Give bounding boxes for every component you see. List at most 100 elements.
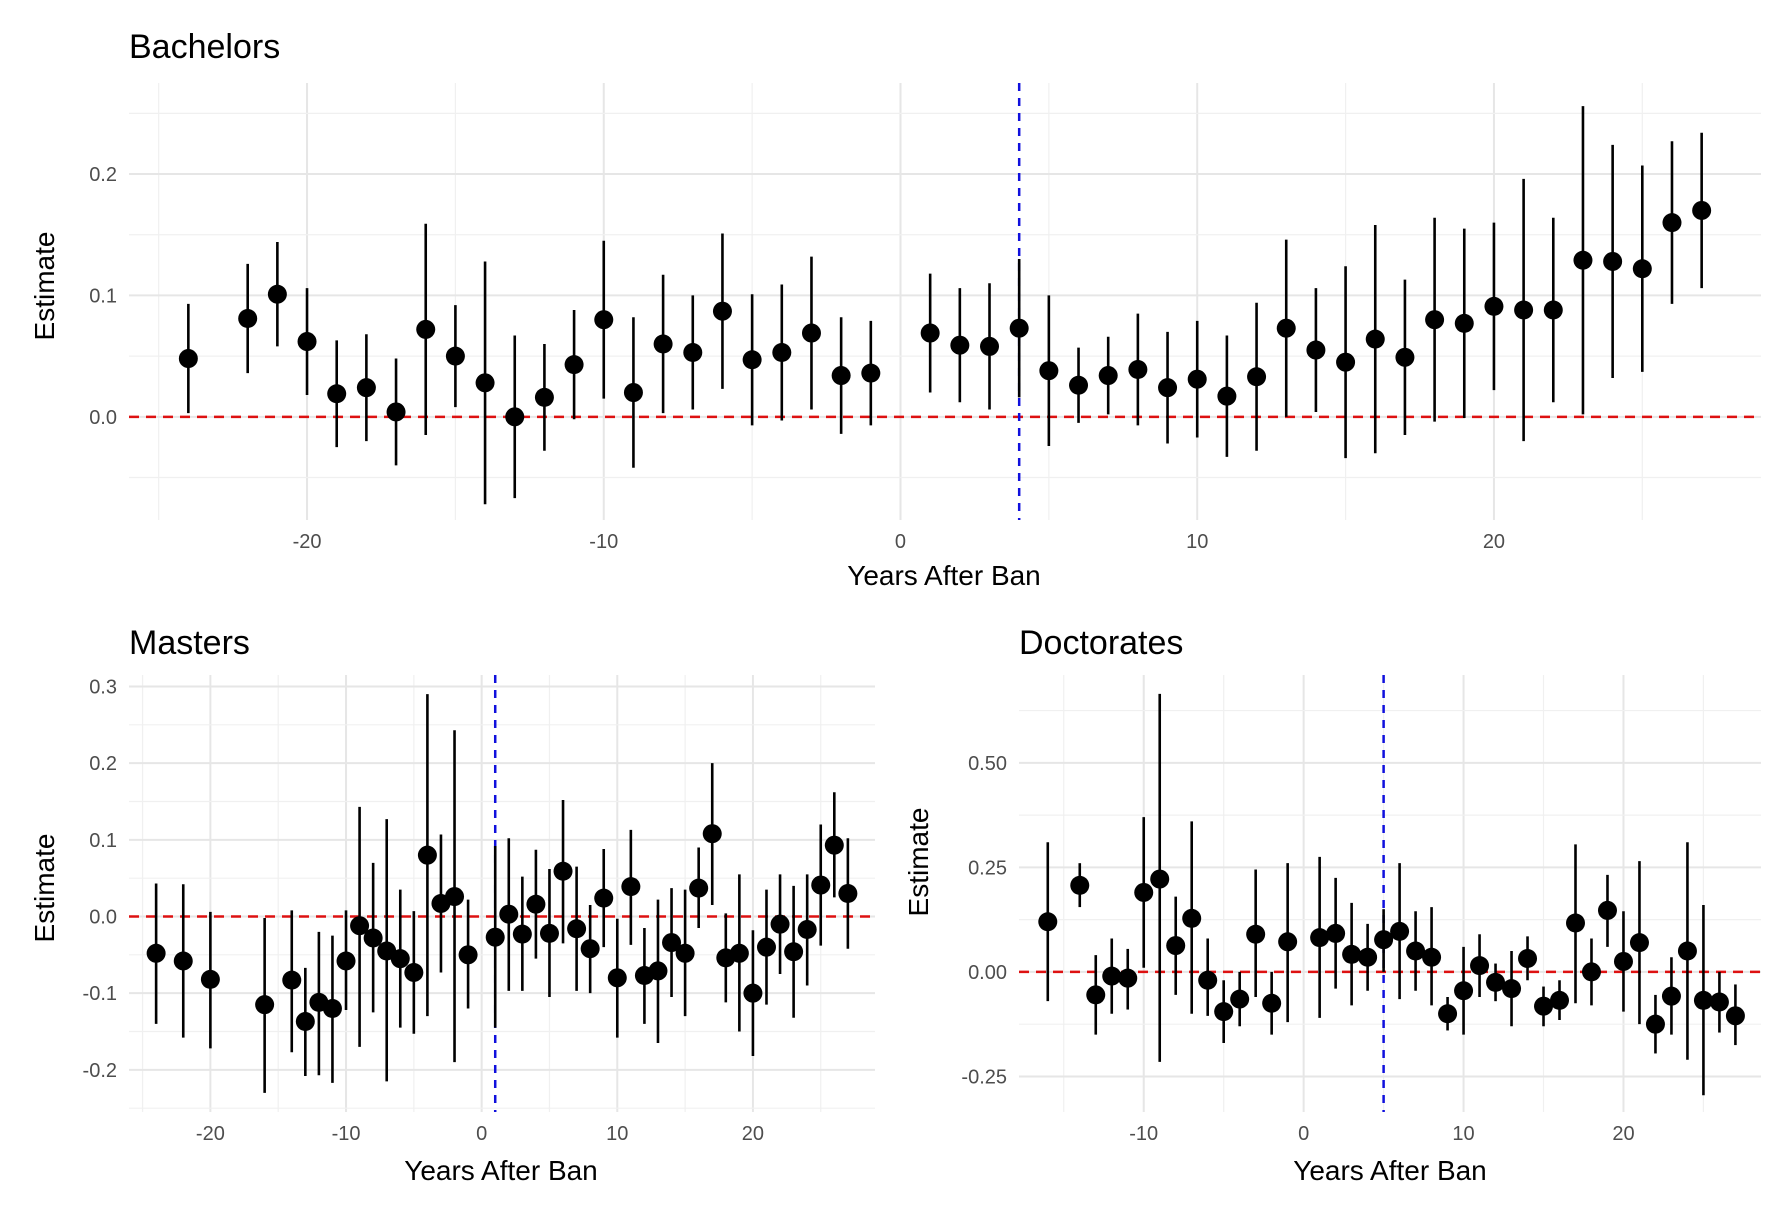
point-marker <box>1230 989 1250 1009</box>
point-marker <box>1069 375 1089 395</box>
point-marker <box>322 999 342 1018</box>
estimate-point <box>1246 869 1266 997</box>
point-marker <box>1709 992 1729 1012</box>
estimate-point <box>1438 997 1458 1031</box>
x-tick-label: 0 <box>895 531 906 553</box>
estimate-point <box>729 874 749 1032</box>
estimate-point <box>1134 817 1154 968</box>
doctorates-panel: Doctorates -10 0 10 20 -0.25 0.00 0.25 0.50 Ye… <box>903 624 1761 1186</box>
estimate-point <box>1336 266 1356 459</box>
point-marker <box>1128 359 1148 379</box>
point-marker <box>1597 900 1617 920</box>
estimate-point <box>1550 980 1570 1020</box>
doctorates-y-ticks: -0.25 0.00 0.25 0.50 <box>961 753 1007 1089</box>
point-marker <box>404 962 424 982</box>
point-marker <box>772 342 792 362</box>
estimate-point <box>1358 923 1378 991</box>
y-tick-label: 0.0 <box>89 407 117 429</box>
point-marker <box>564 355 584 375</box>
point-marker <box>1358 947 1378 967</box>
estimate-point <box>1454 946 1474 1035</box>
estimate-point <box>1128 313 1148 426</box>
doctorates-grid <box>1019 675 1761 1112</box>
point-marker <box>363 928 383 948</box>
y-tick-label: 0.25 <box>968 857 1007 879</box>
estimate-point <box>445 730 465 1063</box>
estimate-point <box>920 273 940 393</box>
estimate-point <box>756 889 776 1005</box>
point-marker <box>1278 932 1298 952</box>
estimate-point <box>295 967 315 1076</box>
estimate-point <box>594 849 614 948</box>
estimate-point <box>1692 132 1712 289</box>
estimate-point <box>950 288 970 403</box>
point-marker <box>178 349 198 369</box>
estimate-point <box>1069 347 1089 423</box>
estimate-point <box>475 261 495 505</box>
estimate-point <box>1182 821 1202 1014</box>
point-marker <box>146 943 166 963</box>
point-marker <box>1693 990 1713 1010</box>
estimate-point <box>1613 911 1633 1012</box>
estimate-point <box>1395 279 1415 436</box>
y-tick-label: -0.1 <box>83 983 117 1005</box>
estimate-point <box>1514 178 1534 442</box>
estimate-point <box>1187 320 1207 438</box>
estimate-point <box>1677 842 1697 1060</box>
estimate-point <box>267 242 287 347</box>
point-marker <box>1581 962 1601 982</box>
point-marker <box>512 924 532 944</box>
point-marker <box>485 927 505 947</box>
point-marker <box>1247 367 1267 387</box>
x-tick-label: -20 <box>196 1123 225 1145</box>
point-marker <box>1310 928 1330 948</box>
point-marker <box>1573 250 1593 270</box>
estimate-point <box>200 911 220 1049</box>
y-tick-label: 0.1 <box>89 830 117 852</box>
estimate-point <box>1118 948 1138 1010</box>
bachelors-x-axis-title: Years After Ban <box>847 560 1041 591</box>
y-tick-label: 0.1 <box>89 285 117 307</box>
point-marker <box>683 342 703 362</box>
point-marker <box>920 323 940 343</box>
point-marker <box>594 888 614 908</box>
doctorates-points <box>1038 693 1745 1096</box>
estimate-point <box>1230 971 1250 1027</box>
point-marker <box>662 933 682 953</box>
point-marker <box>1342 944 1362 964</box>
estimate-point <box>505 335 525 499</box>
point-marker <box>1534 996 1554 1016</box>
point-marker <box>1502 979 1522 999</box>
estimate-point <box>621 829 641 945</box>
point-marker <box>1566 913 1585 933</box>
bachelors-grid <box>129 83 1761 520</box>
point-marker <box>702 824 722 844</box>
estimate-point <box>797 874 817 986</box>
estimate-point <box>417 694 437 1017</box>
x-tick-label: -20 <box>293 531 322 553</box>
masters-points <box>146 694 858 1093</box>
point-marker <box>1198 970 1218 990</box>
estimate-point <box>683 295 703 410</box>
estimate-point <box>255 918 275 1093</box>
estimate-point <box>1247 302 1267 451</box>
estimate-point <box>770 874 790 974</box>
estimate-point <box>1486 963 1506 1002</box>
estimate-point <box>1217 335 1237 457</box>
estimate-point <box>1629 861 1649 1025</box>
masters-title: Masters <box>129 624 250 662</box>
estimate-point <box>1534 986 1554 1027</box>
estimate-point <box>653 274 673 414</box>
point-marker <box>1645 1014 1665 1034</box>
estimate-point <box>580 905 600 994</box>
estimate-point <box>1566 844 1585 1004</box>
estimate-point <box>1543 217 1563 403</box>
estimate-point <box>534 343 554 451</box>
point-marker <box>505 407 525 427</box>
point-marker <box>1038 912 1058 932</box>
estimate-point <box>386 358 406 466</box>
point-marker <box>742 350 762 370</box>
point-marker <box>1425 310 1445 330</box>
x-tick-label: 20 <box>742 1123 764 1145</box>
